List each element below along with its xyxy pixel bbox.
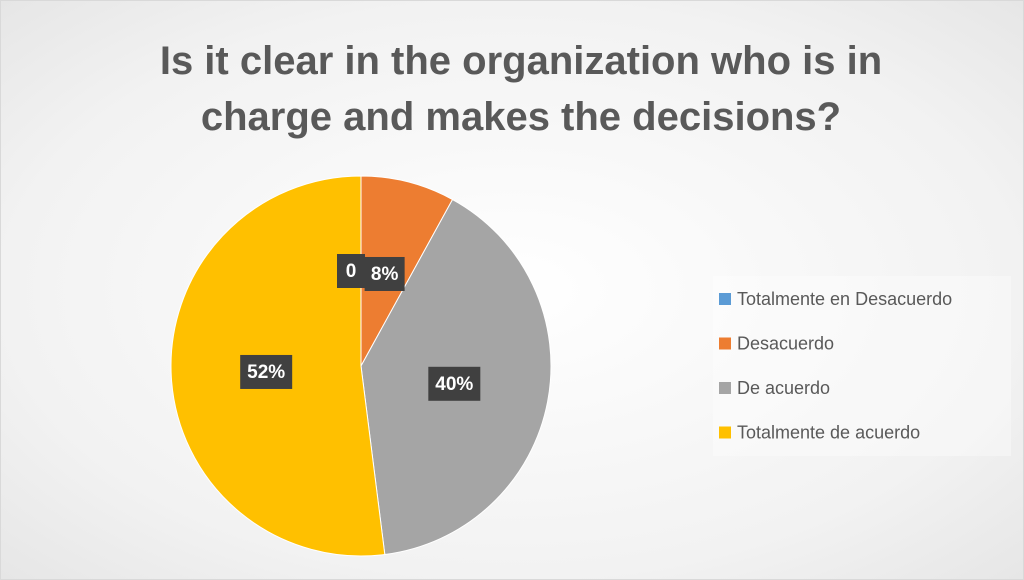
- data-label: 8%: [371, 264, 399, 285]
- legend-label: Totalmente en Desacuerdo: [737, 289, 952, 309]
- legend-box: [713, 276, 1011, 456]
- data-label-box: [337, 254, 365, 288]
- chart-title: Is it clear in the organization who is i…: [159, 39, 883, 139]
- data-label: 52%: [247, 362, 285, 383]
- legend-swatch: [719, 426, 731, 439]
- legend-swatch: [719, 337, 731, 350]
- legend-swatch: [719, 293, 731, 305]
- legend-label: De acuerdo: [737, 378, 830, 398]
- data-label: 0: [346, 261, 357, 282]
- legend-swatch: [719, 382, 731, 394]
- data-label-box: [428, 366, 481, 401]
- legend-label: Desacuerdo: [737, 333, 834, 353]
- data-label-box: [240, 354, 293, 389]
- pie-slice: [360, 175, 454, 367]
- data-label-box: [364, 256, 405, 291]
- legend-label: Totalmente de acuerdo: [737, 422, 920, 442]
- data-label: 40%: [435, 374, 473, 395]
